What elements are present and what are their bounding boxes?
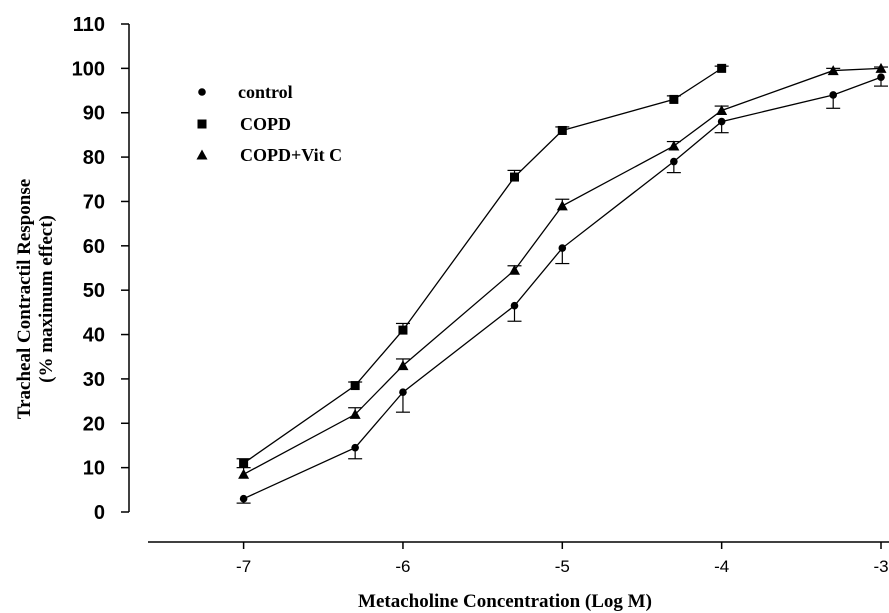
- y-tick-label: 10: [83, 458, 105, 480]
- y-axis-title-line-1: Tracheal Contractil Response: [14, 179, 35, 419]
- legend-marker: [198, 88, 206, 96]
- data-point: [349, 408, 361, 419]
- legend-label: control: [238, 82, 293, 102]
- data-point: [556, 200, 568, 211]
- data-point: [557, 125, 567, 135]
- data-point: [829, 91, 837, 99]
- legend-marker: [197, 119, 207, 129]
- data-point: [875, 62, 887, 73]
- data-point: [827, 65, 839, 76]
- legend-marker: [196, 149, 208, 160]
- series-2: [236, 62, 888, 479]
- series-0: [236, 73, 888, 504]
- y-tick-label: 20: [83, 413, 105, 435]
- y-tick-label: 70: [83, 191, 105, 213]
- y-tick-label: 30: [83, 369, 105, 391]
- data-point: [510, 172, 519, 182]
- y-axis-title-line-2: (% maximum effect): [36, 215, 57, 383]
- x-tick-label: -3: [873, 557, 888, 576]
- legend-item: control: [198, 82, 293, 102]
- data-point: [668, 140, 680, 151]
- data-point: [670, 157, 678, 166]
- axes: 0 10 20 30 40 50 60 70 80 90 100 110 -7 -6 -5 -4 -3: [72, 14, 889, 576]
- y-tick-label: 40: [83, 325, 105, 347]
- y-tick-label: 100: [72, 58, 105, 80]
- data-point: [239, 494, 248, 503]
- data-point: [350, 381, 360, 391]
- data-point: [558, 244, 567, 252]
- legend: control COPD COPD+Vit C: [196, 82, 342, 165]
- y-tick-label: 80: [83, 147, 105, 169]
- legend-label: COPD: [240, 114, 291, 134]
- y-axis-title: Tracheal Contractil Response(% maximum e…: [14, 179, 57, 419]
- data-point: [238, 468, 250, 479]
- series-line: [243, 76, 882, 500]
- data-point: [239, 458, 249, 468]
- data-point: [717, 63, 727, 73]
- data-point: [669, 94, 679, 104]
- data-point: [397, 360, 409, 371]
- data-point: [716, 105, 728, 116]
- y-tick-label: 90: [83, 103, 105, 125]
- series-1: [236, 63, 729, 468]
- data-point: [351, 443, 359, 452]
- data-point: [398, 325, 408, 335]
- series-line: [243, 67, 723, 464]
- x-tick-label: -6: [395, 557, 410, 576]
- legend-item: COPD: [197, 114, 291, 134]
- y-tick-label: 0: [94, 502, 105, 524]
- x-tick-label: -4: [714, 557, 729, 576]
- data-point: [877, 73, 885, 82]
- y-tick-label: 110: [73, 14, 105, 36]
- legend-label: COPD+Vit C: [240, 145, 342, 165]
- x-axis-title: Metacholine Concentration (Log M): [358, 591, 652, 612]
- y-tick-label: 60: [83, 236, 105, 258]
- y-tick-label: 50: [83, 280, 105, 302]
- x-tick-label: -7: [236, 557, 251, 576]
- data-point: [717, 117, 726, 126]
- data-point: [510, 301, 519, 310]
- data-point: [399, 388, 407, 397]
- data-point: [509, 264, 520, 275]
- x-tick-label: -5: [555, 557, 570, 576]
- series-layer: [236, 62, 888, 504]
- legend-item: COPD+Vit C: [196, 145, 342, 165]
